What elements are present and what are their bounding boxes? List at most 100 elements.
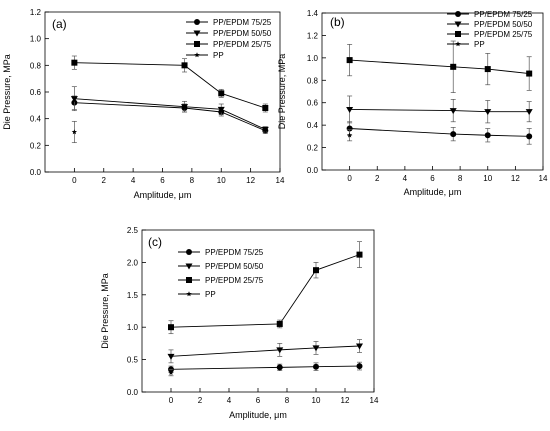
series	[168, 361, 363, 373]
series	[71, 55, 269, 113]
data-point	[181, 62, 188, 69]
y-tick-label: 1.0	[127, 323, 139, 332]
y-tick-label: 0.5	[127, 356, 139, 365]
x-tick-label: 14	[539, 174, 548, 183]
data-point	[346, 57, 353, 64]
y-tick-label: 0.0	[307, 166, 319, 175]
y-tick-label: 1.4	[307, 9, 319, 18]
legend-marker	[194, 41, 200, 47]
data-point	[484, 109, 492, 116]
series	[346, 40, 533, 93]
data-point	[71, 59, 78, 66]
x-tick-label: 4	[227, 396, 232, 405]
chart-panel: 0 2 4 6 8 10 12 14 0.0 0.2 0.4 0.6 0.8 1.0 1.2 Amplitud…	[2, 8, 285, 200]
x-tick-label: 4	[131, 176, 136, 185]
series	[167, 339, 363, 364]
x-tick-label: 4	[403, 174, 408, 183]
data-point	[484, 66, 491, 73]
y-tick-label: 1.5	[127, 291, 139, 300]
data-point	[356, 363, 363, 370]
data-point	[276, 347, 284, 354]
legend-marker	[194, 19, 200, 25]
x-axis-label: Amplitude, μm	[404, 187, 462, 197]
series	[346, 121, 533, 145]
legend-label: PP/EPDM 25/75	[213, 40, 272, 49]
chart-panel: 0 2 4 6 8 10 12 14 0.0 0.2 0.4 0.6 0.8 1.0 1.2 1.4 Ampli…	[277, 9, 548, 197]
data-point	[312, 345, 320, 352]
y-tick-label: 2.0	[127, 258, 139, 267]
x-tick-label: 2	[102, 176, 107, 185]
data-point	[168, 369, 174, 375]
data-point	[71, 129, 78, 135]
data-point	[167, 353, 175, 360]
series-line	[74, 98, 266, 130]
y-tick-label: 1.2	[307, 31, 319, 40]
series	[346, 129, 353, 142]
x-tick-label: 0	[72, 176, 77, 185]
x-axis-label: Amplitude, μm	[229, 410, 287, 420]
data-point	[313, 363, 319, 370]
y-axis-label: Die Pressure, MPa	[100, 273, 110, 349]
legend-marker	[185, 263, 193, 270]
data-point	[168, 324, 174, 331]
legend-label: PP	[205, 290, 216, 299]
data-point	[313, 267, 319, 274]
x-tick-label: 10	[217, 176, 226, 185]
y-tick-label: 0.2	[307, 144, 319, 153]
series	[71, 95, 269, 134]
legend-marker	[186, 249, 192, 255]
series-line	[74, 102, 266, 132]
legend-label: PP/EPDM 25/75	[205, 276, 264, 285]
y-tick-label: 0.8	[30, 61, 42, 70]
x-tick-label: 6	[160, 176, 165, 185]
legend-label: PP	[474, 40, 485, 49]
y-tick-label: 0.4	[307, 121, 319, 130]
series	[346, 95, 533, 124]
data-point	[261, 126, 269, 133]
series	[70, 86, 269, 133]
y-tick-label: 1.2	[30, 8, 42, 17]
data-point	[449, 108, 457, 115]
x-tick-label: 0	[169, 396, 174, 405]
y-axis-label: Die Pressure, MPa	[2, 54, 12, 130]
data-point	[525, 109, 533, 116]
data-point	[356, 251, 363, 258]
series	[71, 120, 78, 144]
series-line	[349, 108, 530, 113]
x-tick-label: 6	[430, 174, 435, 183]
y-tick-label: 1.0	[30, 35, 42, 44]
series-line	[170, 365, 360, 370]
legend-marker	[193, 30, 201, 37]
panel-label: (b)	[330, 15, 345, 29]
y-tick-label: 0.0	[30, 168, 42, 177]
y-axis-label: Die Pressure, MPa	[277, 54, 287, 130]
series	[168, 241, 363, 335]
series-line	[349, 128, 530, 137]
legend-marker	[455, 11, 461, 17]
data-point	[346, 132, 353, 138]
x-tick-label: 8	[458, 174, 463, 183]
legend-marker	[186, 291, 192, 297]
y-tick-label: 1.0	[307, 54, 319, 63]
x-tick-label: 2	[375, 174, 380, 183]
x-tick-label: 12	[511, 174, 520, 183]
data-point	[181, 104, 189, 111]
x-tick-label: 8	[190, 176, 195, 185]
x-tick-label: 8	[285, 396, 290, 405]
legend-label: PP/EPDM 50/50	[213, 29, 272, 38]
y-tick-label: 2.5	[127, 226, 139, 235]
y-tick-label: 0.4	[30, 115, 42, 124]
chart-panel: 0 2 4 6 8 10 12 14 0.0 0.5 1.0 1.5 2.0 2.5 Amplitude, …	[100, 226, 379, 420]
x-tick-label: 2	[198, 396, 203, 405]
series-line	[74, 62, 266, 109]
data-point	[70, 96, 78, 103]
series-line	[349, 59, 530, 75]
data-point	[484, 132, 491, 139]
legend-label: PP/EPDM 75/25	[474, 10, 533, 19]
x-tick-label: 12	[341, 396, 350, 405]
x-tick-label: 10	[312, 396, 321, 405]
data-point	[450, 131, 457, 138]
